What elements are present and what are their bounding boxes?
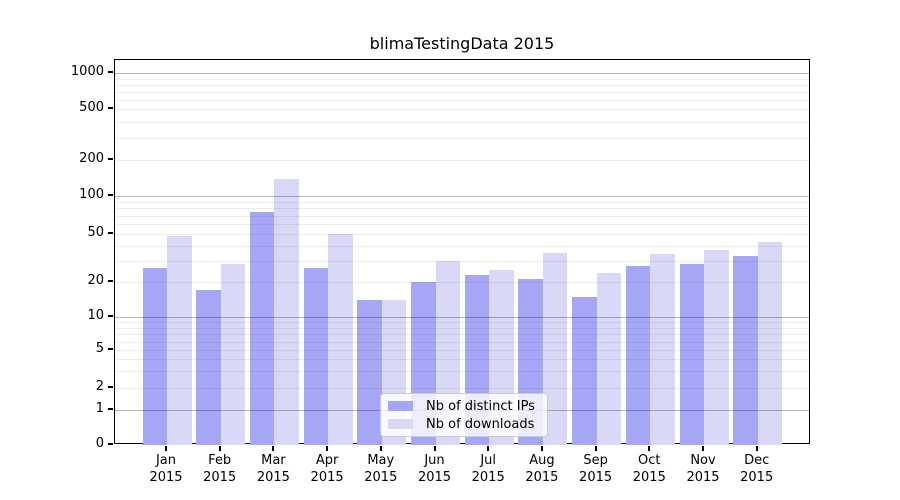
y-tick-label-200: 200 — [79, 151, 104, 167]
x-tick-aug — [540, 445, 543, 451]
x-tick-label-year: 2015 — [471, 470, 505, 485]
x-tick-label-month: Dec — [744, 453, 770, 468]
x-tick-label-month: May — [367, 453, 395, 468]
x-tick-label-year: 2015 — [149, 470, 183, 485]
bar-downloads-feb — [220, 264, 246, 445]
y-tick-label-1: 1 — [95, 401, 104, 416]
x-tick-label-month: Nov — [690, 453, 716, 468]
x-tick-may — [379, 445, 382, 451]
bar-distinct-ips-mar — [249, 211, 275, 445]
x-tick-label-jul: Jul 2015 — [461, 452, 515, 486]
x-tick-label-month: Aug — [529, 453, 555, 468]
bar-downloads-sep — [596, 272, 622, 445]
y-tick-500 — [108, 107, 113, 110]
x-tick-label-month: Jan — [155, 453, 177, 468]
y-tick-1000 — [108, 71, 113, 74]
bars-layer — [115, 60, 809, 445]
y-tick-label-20: 20 — [87, 273, 104, 288]
x-tick-sep — [594, 445, 597, 451]
chart-title: blimaTestingData 2015 — [369, 34, 555, 53]
x-tick-label-year: 2015 — [579, 470, 613, 485]
x-tick-label-year: 2015 — [256, 470, 290, 485]
bar-distinct-ips-dec — [733, 255, 758, 445]
y-tick-label-500: 500 — [79, 100, 104, 116]
x-tick-label-apr: Apr 2015 — [300, 452, 354, 486]
y-tick-10 — [108, 315, 113, 317]
bar-distinct-ips-oct — [625, 266, 651, 445]
y-tick-label-0: 0 — [95, 436, 104, 451]
x-tick-label-year: 2015 — [364, 470, 398, 485]
y-tick-label-1000: 1000 — [70, 64, 104, 80]
x-tick-jul — [487, 445, 490, 451]
legend-item-distinct-ips: Nb of distinct IPs — [388, 399, 539, 414]
legend-swatch-downloads — [388, 419, 413, 429]
y-tick-50 — [108, 232, 113, 235]
x-tick-label-month: Oct — [638, 453, 661, 468]
x-tick-oct — [648, 445, 651, 451]
x-tick-label-month: Jul — [480, 453, 497, 468]
x-tick-label-month: Feb — [208, 453, 232, 468]
x-tick-label-dec: Dec 2015 — [730, 452, 784, 486]
bar-downloads-apr — [328, 234, 353, 445]
x-tick-label-may: May 2015 — [354, 452, 408, 486]
x-tick-mar — [272, 445, 275, 451]
bar-distinct-ips-nov — [679, 264, 704, 445]
y-tick-100 — [108, 194, 113, 196]
x-tick-label-month: Sep — [583, 453, 608, 468]
bar-downloads-jan — [167, 236, 192, 445]
x-tick-label-month: Apr — [315, 453, 339, 468]
y-tick-label-50: 50 — [87, 225, 104, 241]
bar-distinct-ips-jan — [142, 268, 167, 445]
bar-distinct-ips-apr — [303, 268, 329, 445]
bar-downloads-nov — [704, 249, 729, 445]
bar-downloads-mar — [274, 178, 299, 445]
legend-swatch-distinct-ips — [388, 401, 413, 411]
x-tick-label-aug: Aug 2015 — [515, 452, 569, 486]
legend: Nb of distinct IPs Nb of downloads — [380, 393, 548, 437]
y-tick-label-10: 10 — [87, 308, 104, 323]
y-tick-label-100: 100 — [79, 187, 104, 202]
y-tick-200 — [108, 158, 113, 161]
x-tick-label-year: 2015 — [686, 470, 720, 485]
y-tick-20 — [108, 280, 113, 282]
x-tick-label-year: 2015 — [632, 470, 666, 485]
x-tick-jun — [433, 445, 436, 451]
y-tick-1 — [108, 408, 113, 410]
bar-distinct-ips-feb — [196, 290, 221, 445]
y-tick-label-5: 5 — [95, 341, 104, 357]
x-tick-label-oct: Oct 2015 — [622, 452, 676, 486]
x-tick-label-month: Jun — [424, 453, 445, 468]
x-tick-label-year: 2015 — [740, 470, 774, 485]
x-tick-label-jun: Jun 2015 — [408, 452, 462, 486]
x-tick-label-mar: Mar 2015 — [246, 452, 300, 486]
legend-label-downloads: Nb of downloads — [426, 416, 535, 432]
x-tick-label-year: 2015 — [417, 470, 452, 485]
x-tick-label-month: Mar — [261, 453, 286, 468]
x-tick-jan — [165, 445, 167, 451]
plot-area: Nb of distinct IPs Nb of downloads — [114, 59, 810, 445]
bar-distinct-ips-may — [357, 300, 382, 445]
x-tick-label-jan: Jan 2015 — [139, 452, 193, 486]
bar-downloads-dec — [757, 242, 783, 445]
y-tick-label-2: 2 — [95, 379, 104, 394]
x-tick-apr — [326, 445, 329, 451]
x-tick-label-year: 2015 — [203, 470, 237, 485]
x-tick-label-nov: Nov 2015 — [676, 452, 730, 486]
legend-label-distinct-ips: Nb of distinct IPs — [426, 398, 535, 414]
x-tick-label-sep: Sep 2015 — [569, 452, 623, 486]
x-tick-label-year: 2015 — [310, 470, 344, 485]
bar-downloads-oct — [650, 254, 675, 445]
x-tick-feb — [218, 445, 221, 451]
y-tick-0 — [108, 443, 113, 445]
x-tick-dec — [755, 445, 758, 451]
legend-item-downloads: Nb of downloads — [388, 417, 539, 432]
x-tick-nov — [702, 445, 704, 451]
x-tick-label-year: 2015 — [525, 470, 559, 485]
x-tick-label-feb: Feb 2015 — [193, 452, 247, 486]
y-tick-2 — [108, 386, 113, 388]
bar-distinct-ips-sep — [572, 296, 597, 445]
y-tick-5 — [108, 348, 113, 351]
